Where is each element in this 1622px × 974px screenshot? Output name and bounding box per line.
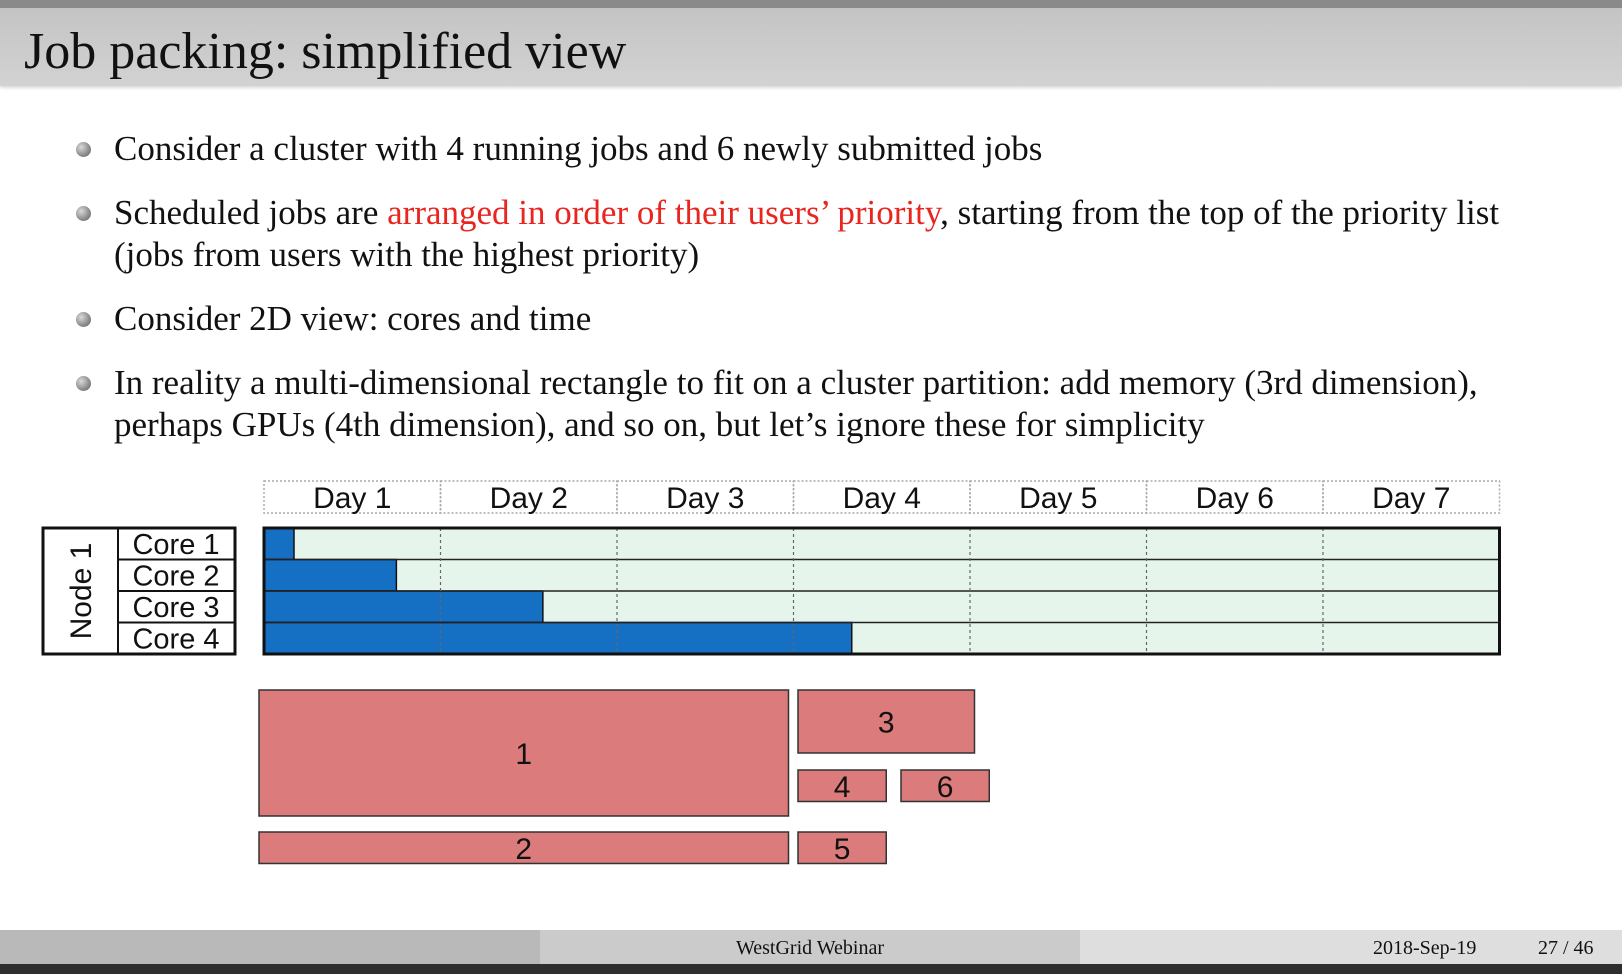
queued-job-6	[900, 769, 990, 803]
day-label: Day 7	[1372, 482, 1450, 515]
bullet-dot-icon	[76, 142, 91, 157]
bullet-list: Consider a cluster with 4 running jobs a…	[76, 128, 1576, 446]
bullet-text: Scheduled jobs are	[114, 193, 388, 232]
footer-left-segment	[0, 930, 540, 964]
queued-job-4	[797, 769, 887, 803]
day-label: Day 2	[490, 482, 568, 515]
footer: WestGrid Webinar 2018-Sep-19 27 / 46	[0, 930, 1622, 964]
bullet-text: Consider 2D view: cores and time	[114, 299, 592, 338]
core-label: Core 2	[132, 561, 219, 593]
day-label: Day 5	[1019, 482, 1097, 515]
slide-title: Job packing: simplified view	[24, 23, 627, 80]
diagram-svg: Day 1 Day 2 Day 3 Day 4 Day 5 Day 6 Day 7 Node …	[41, 480, 1501, 866]
queued-job-label: 3	[878, 707, 895, 740]
day-label: Day 3	[666, 482, 744, 515]
bullet-text: In reality a multi-dimensional rectangle…	[114, 363, 1478, 444]
queued-job-3	[797, 689, 976, 754]
bullet-highlight: arranged in order of their users’ priori…	[387, 193, 941, 232]
day-header-box	[1322, 480, 1501, 514]
footer-right-segment: 2018-Sep-19 27 / 46	[1080, 930, 1622, 964]
queued-job-5	[797, 831, 887, 865]
bullet-dot-icon	[76, 376, 91, 391]
day-label: Day 6	[1196, 482, 1274, 515]
bullet-item: Scheduled jobs are arranged in order of …	[76, 192, 1576, 276]
footer-page-number: 27 / 46	[1538, 937, 1594, 959]
top-strip	[0, 0, 1622, 8]
footer-center-segment: WestGrid Webinar	[540, 930, 1080, 964]
bottom-strip	[0, 964, 1622, 974]
day-label: Day 1	[313, 482, 391, 515]
queued-job-label: 1	[515, 738, 532, 771]
node-label: Node 1	[65, 543, 98, 640]
running-job-bar	[263, 590, 544, 624]
title-bar: Job packing: simplified view	[0, 8, 1622, 86]
timeline-grid-border	[262, 526, 1501, 656]
bullet-dot-icon	[76, 206, 91, 221]
bullet-text: , starting from the top of the priority …	[114, 193, 1500, 274]
core-label: Core 4	[132, 624, 219, 656]
running-job-bar	[263, 527, 295, 561]
running-job-bar	[263, 621, 853, 655]
job-packing-diagram: Day 1 Day 2 Day 3 Day 4 Day 5 Day 6 Day 7 Node …	[41, 480, 1501, 866]
queued-job-1	[258, 689, 790, 817]
day-label: Day 4	[843, 482, 921, 515]
bullet-text: Consider a cluster with 4 running jobs a…	[114, 129, 1043, 168]
footer-date: 2018-Sep-19	[1373, 937, 1477, 959]
running-job-bar	[263, 558, 398, 592]
queued-job-label: 5	[834, 833, 851, 866]
footer-title: WestGrid Webinar	[735, 937, 885, 959]
queued-job-2	[258, 831, 790, 865]
bullet-item: Consider a cluster with 4 running jobs a…	[76, 128, 1576, 170]
core-label: Core 3	[132, 592, 219, 624]
bullet-item: In reality a multi-dimensional rectangle…	[76, 362, 1576, 446]
bullet-item: Consider 2D view: cores and time	[76, 298, 1576, 340]
bullet-dot-icon	[76, 312, 91, 327]
core-label: Core 1	[132, 529, 219, 561]
queued-job-label: 4	[834, 771, 851, 804]
queued-job-label: 6	[937, 771, 954, 804]
queued-job-label: 2	[515, 833, 532, 866]
